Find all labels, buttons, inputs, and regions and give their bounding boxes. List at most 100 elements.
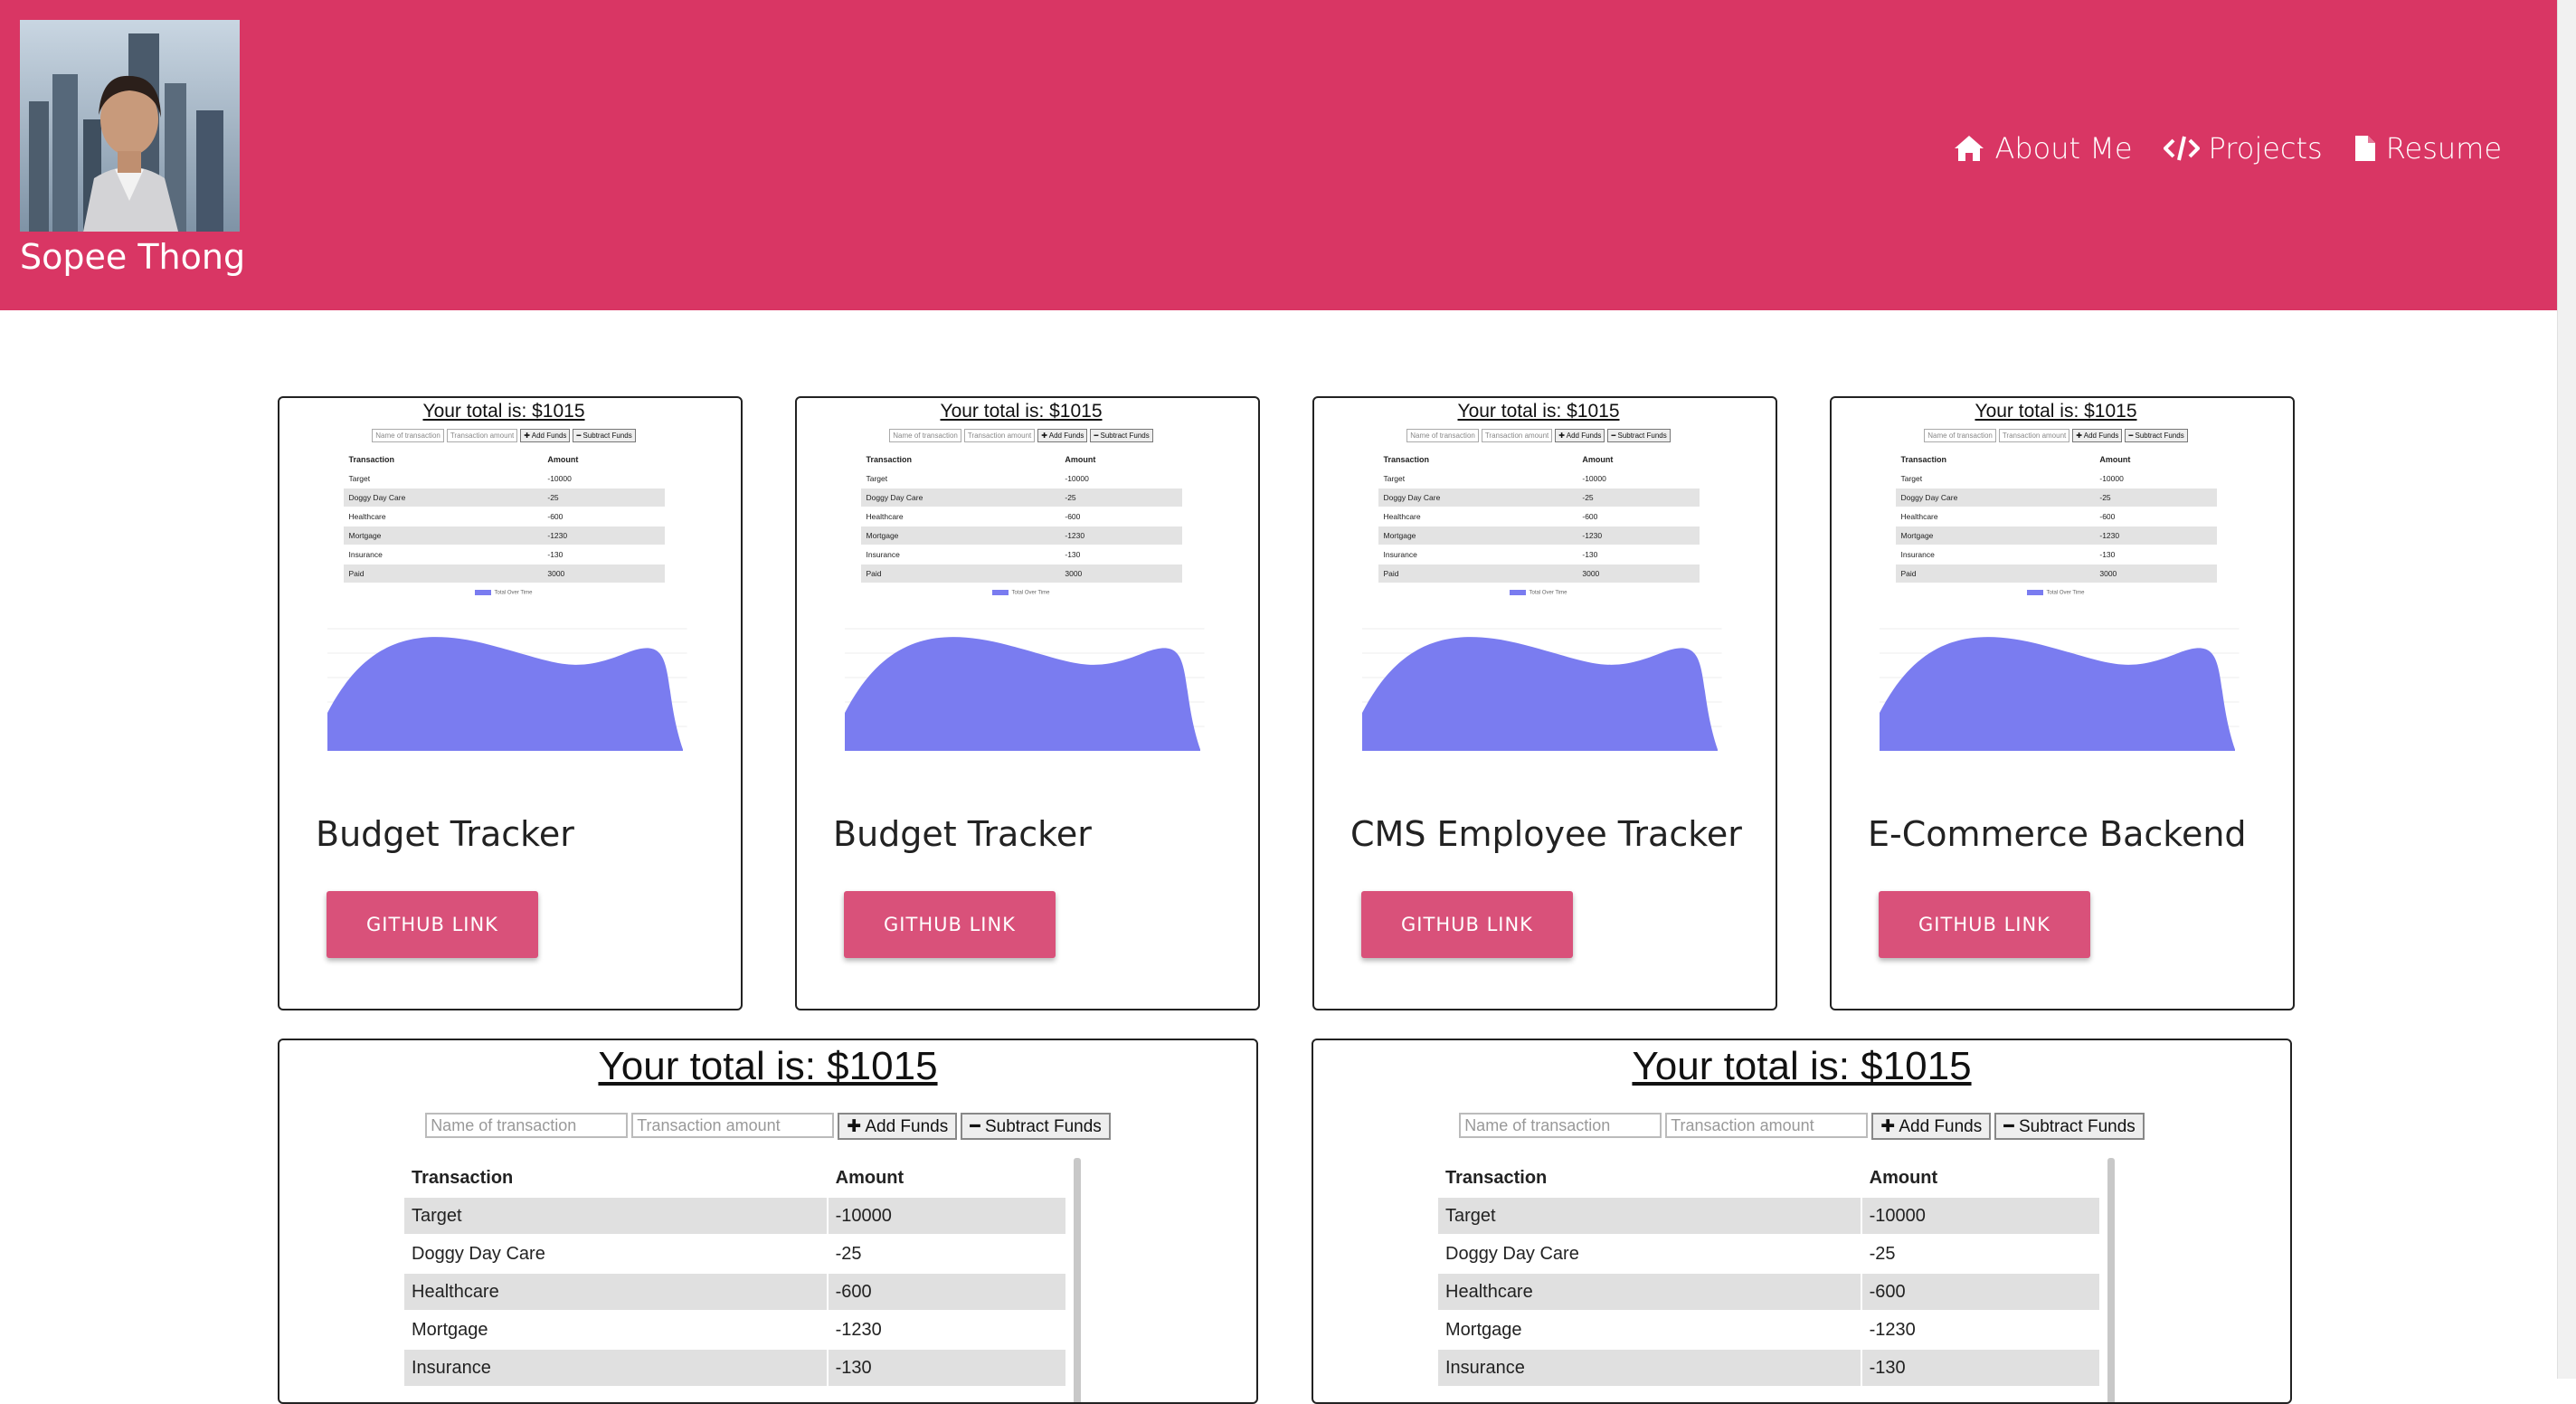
col-amount: Amount bbox=[826, 1158, 1068, 1198]
cell-amount: -1230 bbox=[1059, 526, 1182, 545]
subtract-funds-button[interactable]: ━ Subtract Funds bbox=[1994, 1113, 2145, 1140]
project-title: Budget Tracker bbox=[833, 814, 1092, 854]
cell-amount: -600 bbox=[2094, 507, 2217, 526]
cell-name: Insurance bbox=[1895, 545, 2095, 564]
table-scrollbar[interactable] bbox=[2107, 1158, 2115, 1402]
add-funds-button[interactable]: ✚ Add Funds bbox=[1871, 1113, 1992, 1140]
screenshot-subtract-button: ━ Subtract Funds bbox=[1090, 429, 1153, 442]
cell-name: Target bbox=[1378, 469, 1577, 489]
area-series bbox=[1362, 636, 1718, 751]
col-transaction: Transaction bbox=[343, 451, 543, 470]
area-chart bbox=[845, 628, 1205, 751]
nav-projects[interactable]: Projects bbox=[2163, 131, 2323, 166]
table-header-row: Transaction Amount bbox=[402, 1158, 1068, 1198]
table-row: Paid 3000 bbox=[1378, 564, 1700, 583]
chart-legend: Total Over Time bbox=[831, 590, 1211, 596]
screenshot-name-input: Name of transaction bbox=[372, 429, 444, 442]
page-scrollbar[interactable] bbox=[2557, 0, 2576, 1379]
cell-amount: -10000 bbox=[1059, 469, 1182, 489]
cell-amount: -25 bbox=[826, 1234, 1068, 1274]
cell-name: Doggy Day Care bbox=[1895, 488, 2095, 508]
table-row: Target -10000 bbox=[860, 469, 1182, 489]
cell-name: Paid bbox=[860, 564, 1060, 583]
transaction-name-input[interactable] bbox=[425, 1113, 629, 1138]
cell-amount: -1230 bbox=[1577, 526, 1700, 545]
table-row: Mortgage -1230 bbox=[402, 1310, 1068, 1350]
table-row: Healthcare -600 bbox=[1895, 507, 2217, 526]
legend-label: Total Over Time bbox=[2046, 590, 2085, 596]
main-nav: About Me Projects Resume bbox=[1922, 131, 2502, 166]
cell-amount: -1230 bbox=[826, 1310, 1068, 1350]
add-funds-button[interactable]: ✚ Add Funds bbox=[838, 1113, 958, 1140]
code-icon bbox=[2163, 136, 2200, 161]
project-title: CMS Employee Tracker bbox=[1350, 814, 1742, 854]
cell-amount: -25 bbox=[1059, 488, 1182, 508]
table-row: Healthcare -600 bbox=[343, 507, 665, 526]
cell-amount: -10000 bbox=[826, 1196, 1068, 1236]
col-amount: Amount bbox=[1059, 451, 1182, 470]
cell-name: Insurance bbox=[402, 1348, 829, 1388]
project-title: Budget Tracker bbox=[316, 814, 574, 854]
cell-name: Doggy Day Care bbox=[402, 1234, 829, 1274]
table-row: Doggy Day Care -25 bbox=[343, 488, 665, 508]
project-preview-card: Your total is: $1015 ✚ Add Funds ━ Subtr… bbox=[1312, 1039, 2292, 1404]
project-screenshot: Your total is: $1015 Name of transaction… bbox=[314, 398, 694, 760]
cell-name: Insurance bbox=[1378, 545, 1577, 564]
table-row: Insurance -130 bbox=[343, 545, 665, 564]
cell-amount: -600 bbox=[1577, 507, 1700, 526]
chart-legend: Total Over Time bbox=[314, 590, 694, 596]
github-link-button[interactable]: GITHUB LINK bbox=[1879, 891, 2090, 958]
table-row: Doggy Day Care -25 bbox=[1378, 488, 1700, 508]
table-header-row: Transaction Amount bbox=[1895, 451, 2217, 470]
table-header-row: Transaction Amount bbox=[860, 451, 1182, 470]
table-row: Mortgage -1230 bbox=[1436, 1310, 2102, 1350]
nav-about-me[interactable]: About Me bbox=[1953, 131, 2133, 166]
screenshot-name-input: Name of transaction bbox=[889, 429, 961, 442]
col-transaction: Transaction bbox=[402, 1158, 829, 1198]
cell-amount: 3000 bbox=[2094, 564, 2217, 583]
project-card: Your total is: $1015 Name of transaction… bbox=[278, 396, 743, 1010]
transaction-form: ✚ Add Funds ━ Subtract Funds bbox=[279, 1113, 1256, 1140]
github-link-button[interactable]: GITHUB LINK bbox=[327, 891, 538, 958]
col-transaction: Transaction bbox=[1895, 451, 2095, 470]
cell-amount: -1230 bbox=[1860, 1310, 2102, 1350]
area-series bbox=[1880, 636, 2235, 751]
subtract-funds-button[interactable]: ━ Subtract Funds bbox=[961, 1113, 1111, 1140]
screenshot-amount-input: Transaction amount bbox=[1481, 429, 1553, 442]
github-link-button[interactable]: GITHUB LINK bbox=[844, 891, 1056, 958]
cell-name: Doggy Day Care bbox=[1436, 1234, 1862, 1274]
cell-name: Doggy Day Care bbox=[343, 488, 543, 508]
cell-amount: -10000 bbox=[1860, 1196, 2102, 1236]
transaction-amount-input[interactable] bbox=[631, 1113, 835, 1138]
nav-resume[interactable]: Resume bbox=[2353, 131, 2502, 166]
cell-name: Target bbox=[1436, 1196, 1862, 1236]
screenshot-table: Transaction Amount Target -10000 Doggy Day … bbox=[860, 451, 1182, 583]
table-row: Mortgage -1230 bbox=[1895, 526, 2217, 545]
legend-label: Total Over Time bbox=[494, 590, 533, 596]
cell-amount: -600 bbox=[826, 1272, 1068, 1312]
cell-amount: -10000 bbox=[2094, 469, 2217, 489]
project-screenshot: Your total is: $1015 Name of transaction… bbox=[1866, 398, 2246, 760]
table-scrollbar[interactable] bbox=[1074, 1158, 1081, 1402]
screenshot-add-button: ✚ Add Funds bbox=[520, 429, 571, 442]
cell-name: Paid bbox=[1895, 564, 2095, 583]
table-row: Target -10000 bbox=[343, 469, 665, 489]
cell-amount: 3000 bbox=[542, 564, 665, 583]
col-transaction: Transaction bbox=[860, 451, 1060, 470]
cell-name: Healthcare bbox=[343, 507, 543, 526]
cell-name: Target bbox=[343, 469, 543, 489]
github-link-button[interactable]: GITHUB LINK bbox=[1361, 891, 1573, 958]
transaction-name-input[interactable] bbox=[1459, 1113, 1662, 1138]
table-row: Target -10000 bbox=[1436, 1196, 2102, 1236]
area-chart bbox=[1362, 628, 1722, 751]
transaction-amount-input[interactable] bbox=[1665, 1113, 1869, 1138]
table-row: Paid 3000 bbox=[860, 564, 1182, 583]
table-row: Insurance -130 bbox=[1378, 545, 1700, 564]
cell-name: Target bbox=[402, 1196, 829, 1236]
cell-amount: -1230 bbox=[542, 526, 665, 545]
cell-name: Healthcare bbox=[860, 507, 1060, 526]
nav-label: About Me bbox=[1994, 131, 2133, 166]
table-row: Target -10000 bbox=[1895, 469, 2217, 489]
screenshot-subtract-button: ━ Subtract Funds bbox=[2125, 429, 2188, 442]
col-amount: Amount bbox=[1860, 1158, 2102, 1198]
